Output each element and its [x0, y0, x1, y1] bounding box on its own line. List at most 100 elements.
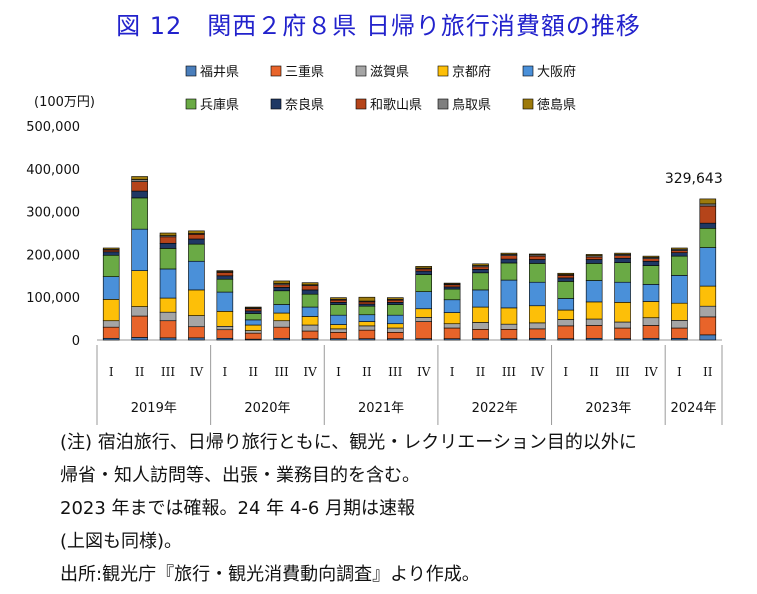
- bar-segment: [216, 311, 234, 327]
- x-tick-label: IV: [303, 365, 317, 379]
- legend-swatch: [355, 65, 367, 77]
- bar-segment: [585, 325, 603, 339]
- bar-segment: [301, 330, 319, 340]
- bar-segment: [642, 260, 660, 266]
- bar-segment: [102, 254, 120, 277]
- bar-segment: [273, 280, 290, 284]
- x-tick-label: I: [109, 365, 114, 379]
- bar-segment: [642, 317, 660, 326]
- y-tick-label: 0: [72, 334, 80, 349]
- bar-segment: [642, 301, 660, 319]
- bar-segment: [557, 325, 575, 340]
- bar-segment: [472, 306, 489, 323]
- bar-segment: [642, 284, 660, 302]
- bar-segment: [244, 330, 262, 334]
- bar-segment: [131, 197, 148, 230]
- bar-segment: [273, 290, 290, 305]
- bar-segment: [188, 326, 205, 339]
- legend-swatch: [522, 65, 534, 77]
- bar-segment: [330, 299, 347, 303]
- bar-segment: [671, 327, 688, 339]
- bar-segment: [386, 297, 404, 300]
- bar-segment: [216, 278, 234, 293]
- bar-segment: [301, 324, 319, 332]
- bar-segment: [529, 259, 546, 264]
- year-label: 2019年: [131, 401, 177, 416]
- bar-segment: [443, 282, 461, 285]
- bar-segment: [216, 270, 234, 272]
- bar-segment: [244, 332, 262, 340]
- y-tick-label: 300,000: [26, 206, 80, 221]
- bar-segment: [131, 179, 148, 182]
- bar-segment: [386, 314, 404, 325]
- bar-segment: [301, 282, 319, 286]
- bar-segment: [386, 327, 404, 333]
- x-tick-label: III: [388, 365, 402, 379]
- bar-segment: [585, 318, 603, 326]
- bar-segment: [244, 306, 262, 309]
- bar-segment: [585, 256, 603, 260]
- bar-segment: [614, 252, 631, 255]
- bar-segment: [188, 238, 205, 245]
- legend-swatch: [437, 98, 449, 110]
- bar-segment: [415, 266, 433, 269]
- x-tick-label: II: [249, 365, 259, 379]
- bar-segment: [159, 268, 177, 299]
- legend-label: 兵庫県: [200, 98, 239, 113]
- x-tick-label: IV: [644, 365, 658, 379]
- bar-segment: [642, 258, 660, 262]
- legend-swatch: [522, 98, 534, 110]
- bar-segment: [671, 250, 688, 253]
- bar-segment: [102, 320, 120, 328]
- bar-segment: [614, 281, 631, 303]
- bar-segment: [557, 281, 575, 299]
- legend-label: 福井県: [200, 65, 239, 80]
- bar-segment: [386, 323, 404, 329]
- bar-segment: [102, 251, 120, 256]
- bar-segment: [614, 262, 631, 283]
- y-tick-label: 400,000: [26, 163, 80, 178]
- bar-segment: [386, 304, 404, 316]
- bar-segment: [244, 319, 262, 326]
- x-tick-label: IV: [190, 365, 204, 379]
- bar-segment: [529, 281, 546, 307]
- bar-segment: [386, 299, 404, 303]
- x-tick-label: II: [362, 365, 372, 379]
- bar-segment: [244, 313, 262, 321]
- bar-segment: [699, 247, 717, 287]
- bar-segment: [443, 286, 461, 290]
- bar-segment: [244, 310, 262, 314]
- stacked-bar-chart: 0 100,000 200,000 300,000 400,000 500,000 (100…: [26, 64, 723, 425]
- x-tick-label: I: [336, 365, 341, 379]
- bar-segment: [159, 297, 177, 313]
- x-tick-label: I: [450, 365, 455, 379]
- bar-segment: [301, 289, 319, 295]
- bar-segment: [102, 276, 120, 300]
- bar-segment: [585, 263, 603, 281]
- bar-segment: [500, 258, 518, 264]
- bar-segment: [131, 306, 148, 317]
- bar-segment: [699, 285, 717, 307]
- bar-segment: [330, 328, 347, 333]
- bar-segment: [500, 307, 518, 325]
- bar-segment: [188, 233, 205, 240]
- legend-label: 三重県: [285, 64, 324, 80]
- bar-segment: [216, 275, 234, 280]
- x-tick-label: III: [615, 365, 629, 379]
- bar-segment: [585, 259, 603, 264]
- bar-segment: [557, 298, 575, 311]
- bar-segment: [386, 302, 404, 305]
- note-line-1: (注) 宿泊旅行、日帰り旅行ともに、観光・レクリエーション目的以外に: [60, 432, 637, 453]
- year-label: 2023年: [585, 401, 631, 416]
- x-tick-label: III: [275, 365, 289, 379]
- bar-segment: [188, 260, 205, 291]
- x-tick-label: II: [703, 365, 713, 379]
- bar-segment: [188, 289, 205, 316]
- bar-segment: [273, 284, 290, 288]
- x-tick-label: III: [502, 365, 516, 379]
- bar-segment: [671, 320, 688, 329]
- bar-segment: [159, 232, 177, 236]
- bar-segment: [415, 291, 433, 310]
- bar-segment: [330, 314, 347, 325]
- bar-segment: [301, 293, 319, 308]
